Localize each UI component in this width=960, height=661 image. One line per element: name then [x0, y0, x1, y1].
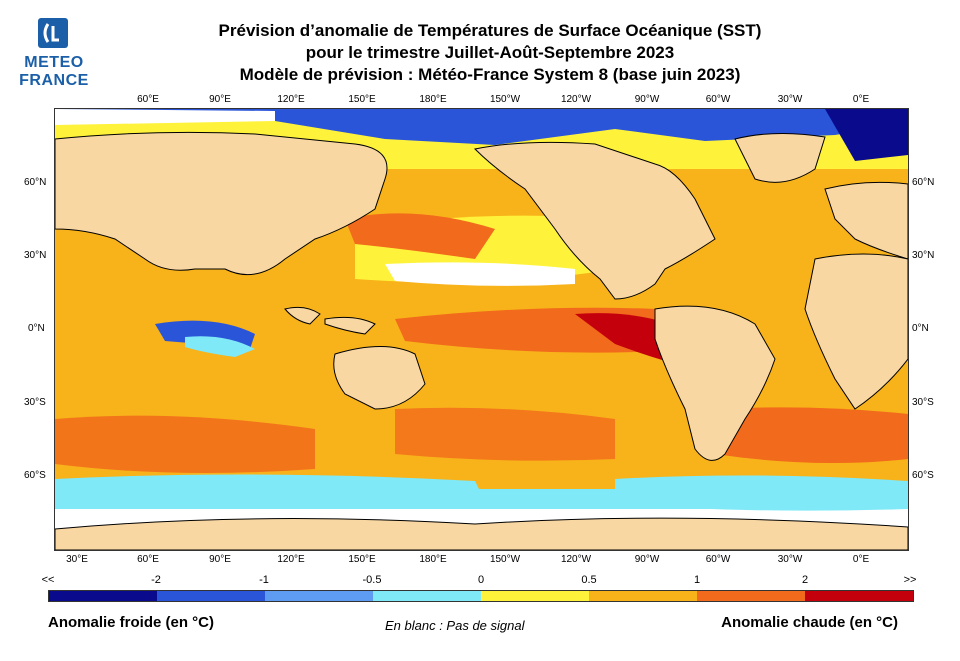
legend-no-signal: En blanc : Pas de signal	[385, 618, 525, 633]
logo-mark-icon	[38, 18, 68, 48]
top-lon-label: 150°W	[489, 94, 521, 105]
colorbar-segment	[265, 591, 373, 601]
top-lon-label: 60°E	[137, 94, 159, 105]
colorbar-segment	[373, 591, 481, 601]
right-lat-label: 0°N	[912, 323, 929, 334]
colorbar-tick-label: >>	[903, 574, 917, 586]
bottom-lon-label: 150°W	[489, 554, 521, 565]
logo-text-line1: METEO	[24, 54, 84, 71]
title-line-1: Prévision d’anomalie de Températures de …	[218, 21, 762, 40]
bottom-lon-label: 120°W	[560, 554, 592, 565]
left-lat-label: 30°S	[24, 397, 46, 408]
bottom-lon-label: 180°E	[419, 554, 447, 565]
bottom-lon-label: 30°E	[66, 554, 88, 565]
colorbar-tick-label: 0.5	[581, 574, 597, 586]
bottom-lon-label: 60°W	[705, 554, 731, 565]
colorbar-tick-label: 1	[693, 574, 701, 586]
colorbar-segment	[805, 591, 913, 601]
colorbar-tick-label: -2	[151, 574, 161, 586]
sst-anomaly-map	[54, 108, 909, 551]
legend-warm-anomaly: Anomalie chaude (en °C)	[721, 614, 898, 631]
colorbar-segment	[157, 591, 265, 601]
colorbar-tick-label: 0	[477, 574, 485, 586]
colorbar-segment	[49, 591, 157, 601]
land-masses	[55, 131, 908, 550]
left-lat-label: 30°N	[24, 250, 47, 261]
top-lon-label: 120°E	[277, 94, 305, 105]
bottom-lon-label: 150°E	[348, 554, 376, 565]
top-lon-label: 90°W	[634, 94, 660, 105]
top-lon-label: 120°W	[560, 94, 592, 105]
colorbar-tick-label: -0.5	[362, 574, 382, 586]
colorbar-segment	[589, 591, 697, 601]
map-svg	[55, 109, 908, 550]
colorbar-tick-label: <<	[41, 574, 55, 586]
left-lat-label: 60°N	[24, 177, 47, 188]
colorbar	[48, 590, 914, 602]
colorbar-segment	[697, 591, 805, 601]
legend-cold-anomaly: Anomalie froide (en °C)	[48, 614, 215, 631]
top-lon-label: 0°E	[852, 94, 870, 105]
bottom-lon-label: 90°E	[209, 554, 231, 565]
colorbar-tick-label: -1	[259, 574, 269, 586]
colorbar-segment	[481, 591, 589, 601]
title-line-2: pour le trimestre Juillet-Août-Septembre…	[305, 43, 675, 62]
top-lon-label: 150°E	[348, 94, 376, 105]
map-title: Prévision d’anomalie de Températures de …	[110, 20, 870, 86]
bottom-lon-label: 30°W	[777, 554, 803, 565]
left-lat-label: 0°N	[28, 323, 45, 334]
bottom-lon-label: 90°W	[634, 554, 660, 565]
top-lon-label: 60°W	[705, 94, 731, 105]
meteo-france-logo: METEO FRANCE	[14, 14, 94, 94]
right-lat-label: 30°S	[912, 397, 934, 408]
bottom-lon-label: 120°E	[277, 554, 305, 565]
top-lon-label: 180°E	[419, 94, 447, 105]
right-lat-label: 60°N	[912, 177, 935, 188]
top-lon-label: 30°W	[777, 94, 803, 105]
logo-text-line2: FRANCE	[19, 72, 89, 89]
top-lon-label: 90°E	[209, 94, 231, 105]
right-lat-label: 30°N	[912, 250, 935, 261]
right-lat-label: 60°S	[912, 470, 934, 481]
bottom-lon-label: 60°E	[137, 554, 159, 565]
bottom-lon-label: 0°E	[852, 554, 870, 565]
colorbar-tick-label: 2	[801, 574, 809, 586]
title-line-3: Modèle de prévision : Météo-France Syste…	[239, 65, 741, 84]
left-lat-label: 60°S	[24, 470, 46, 481]
